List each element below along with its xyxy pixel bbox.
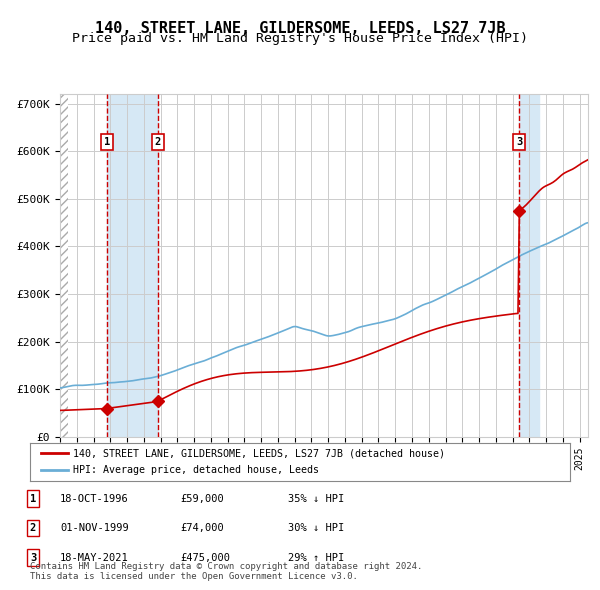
Text: 3: 3 [30,553,36,562]
Text: 2: 2 [155,137,161,148]
Text: 29% ↑ HPI: 29% ↑ HPI [288,553,344,562]
Text: Contains HM Land Registry data © Crown copyright and database right 2024.
This d: Contains HM Land Registry data © Crown c… [30,562,422,581]
Text: Price paid vs. HM Land Registry's House Price Index (HPI): Price paid vs. HM Land Registry's House … [72,32,528,45]
Text: 140, STREET LANE, GILDERSOME, LEEDS, LS27 7JB (detached house): 140, STREET LANE, GILDERSOME, LEEDS, LS2… [73,448,445,458]
Text: 01-NOV-1999: 01-NOV-1999 [60,523,129,533]
Text: 35% ↓ HPI: 35% ↓ HPI [288,494,344,503]
Bar [519,94,539,437]
Text: HPI: Average price, detached house, Leeds: HPI: Average price, detached house, Leed… [73,465,319,475]
Text: 18-MAY-2021: 18-MAY-2021 [60,553,129,562]
Text: 1: 1 [104,137,110,148]
Text: £74,000: £74,000 [180,523,224,533]
Bar [107,94,158,437]
Text: 1: 1 [30,494,36,503]
Text: 2: 2 [30,523,36,533]
Text: 3: 3 [516,137,522,148]
Text: £475,000: £475,000 [180,553,230,562]
Text: £59,000: £59,000 [180,494,224,503]
Bar [60,94,68,437]
Text: 30% ↓ HPI: 30% ↓ HPI [288,523,344,533]
Bar [60,94,68,437]
Text: 140, STREET LANE, GILDERSOME, LEEDS, LS27 7JB: 140, STREET LANE, GILDERSOME, LEEDS, LS2… [95,21,505,35]
Text: 18-OCT-1996: 18-OCT-1996 [60,494,129,503]
